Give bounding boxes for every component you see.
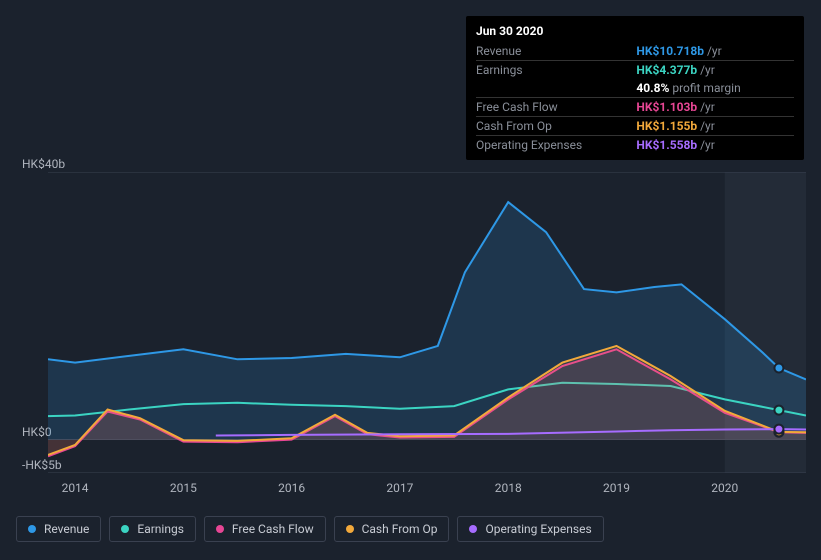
x-axis-label: 2019 [603,481,630,495]
series-marker [774,406,783,415]
tooltip-row-label: Operating Expenses [476,136,636,155]
tooltip-row-sub: 40.8% profit margin [476,79,794,98]
legend-item[interactable]: Cash From Op [334,516,450,542]
tooltip-row: Cash From OpHK$1.155b /yr [476,117,794,136]
tooltip-row-value: HK$1.558b /yr [636,136,794,155]
legend-dot-icon [121,525,129,533]
series-marker [774,363,783,372]
legend-label: Operating Expenses [485,522,591,536]
tooltip-row: Free Cash FlowHK$1.103b /yr [476,98,794,117]
legend-dot-icon [346,525,354,533]
legend: Revenue Earnings Free Cash Flow Cash From O… [16,516,604,542]
tooltip-row: RevenueHK$10.718b /yr [476,42,794,61]
legend-dot-icon [469,525,477,533]
x-axis-label: 2018 [495,481,522,495]
legend-item[interactable]: Operating Expenses [457,516,603,542]
x-axis-label: 2016 [278,481,305,495]
tooltip-row-label: Revenue [476,42,636,61]
x-axis-label: 2014 [62,481,89,495]
tooltip-panel: Jun 30 2020 RevenueHK$10.718b /yrEarning… [466,16,804,160]
chart [48,172,806,473]
legend-label: Earnings [137,522,184,536]
tooltip-row-value: HK$1.103b /yr [636,98,794,117]
tooltip-table: RevenueHK$10.718b /yrEarningsHK$4.377b /… [476,42,794,154]
legend-item[interactable]: Revenue [16,516,101,542]
y-axis-label: HK$40b [22,157,65,171]
tooltip-row-value: HK$10.718b /yr [636,42,794,61]
tooltip-row-value: HK$4.377b /yr [636,61,794,80]
legend-item[interactable]: Earnings [109,516,196,542]
series-marker [774,425,783,434]
legend-label: Cash From Op [362,522,438,536]
legend-dot-icon [28,525,36,533]
legend-item[interactable]: Free Cash Flow [204,516,326,542]
tooltip-date: Jun 30 2020 [476,22,794,42]
tooltip-row-label: Earnings [476,61,636,80]
legend-label: Revenue [44,522,89,536]
x-axis-label: 2015 [170,481,197,495]
x-axis-label: 2020 [711,481,738,495]
tooltip-row-value: HK$1.155b /yr [636,117,794,136]
legend-dot-icon [216,525,224,533]
tooltip-row: Operating ExpensesHK$1.558b /yr [476,136,794,155]
legend-label: Free Cash Flow [232,522,314,536]
tooltip-row-label: Cash From Op [476,117,636,136]
tooltip-row-label: Free Cash Flow [476,98,636,117]
x-axis-label: 2017 [386,481,413,495]
tooltip-row: EarningsHK$4.377b /yr [476,61,794,80]
